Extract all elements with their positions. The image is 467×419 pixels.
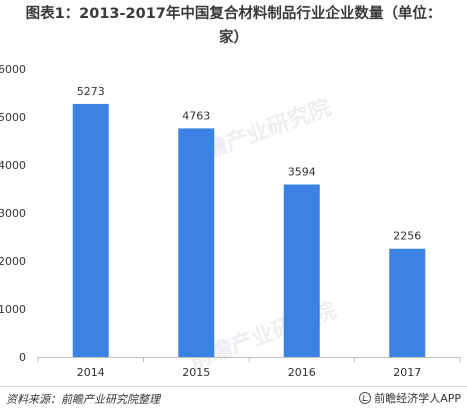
bar [283,184,320,357]
y-tick-label: 5000 [0,111,26,124]
data-label: 2256 [393,230,421,243]
y-tick-label: 2000 [0,255,26,268]
y-tick-label: 6000 [0,63,26,76]
footer-divider [0,386,467,387]
brand-logo-icon [359,392,372,404]
y-tick-label: 1000 [0,303,26,316]
chart-title-line-1: 图表1：2013-2017年中国复合材料制品行业企业数量（单位： [25,6,442,22]
y-tick-label: 3000 [0,207,26,220]
x-tick-label: 2014 [77,366,105,379]
bar [72,103,109,357]
source-note: 资料来源：前瞻产业研究院整理 [6,393,160,406]
x-tick-label: 2016 [288,366,316,379]
y-tick-label: 0 [19,351,26,364]
x-tick-label: 2017 [393,366,421,379]
data-label: 4763 [182,109,210,122]
chart-title: 图表1：2013-2017年中国复合材料制品行业企业数量（单位： 家） [0,2,467,50]
brand-text: 前瞻经济学人APP [374,392,461,405]
bar [389,248,426,357]
x-tick-label: 2015 [182,366,210,379]
bar [178,128,215,357]
data-label: 5273 [77,85,105,98]
chart-title-line-2: 家） [219,30,248,46]
brand-label: 前瞻经济学人APP [359,390,461,406]
y-tick-label: 4000 [0,159,26,172]
data-label: 3594 [288,165,316,178]
